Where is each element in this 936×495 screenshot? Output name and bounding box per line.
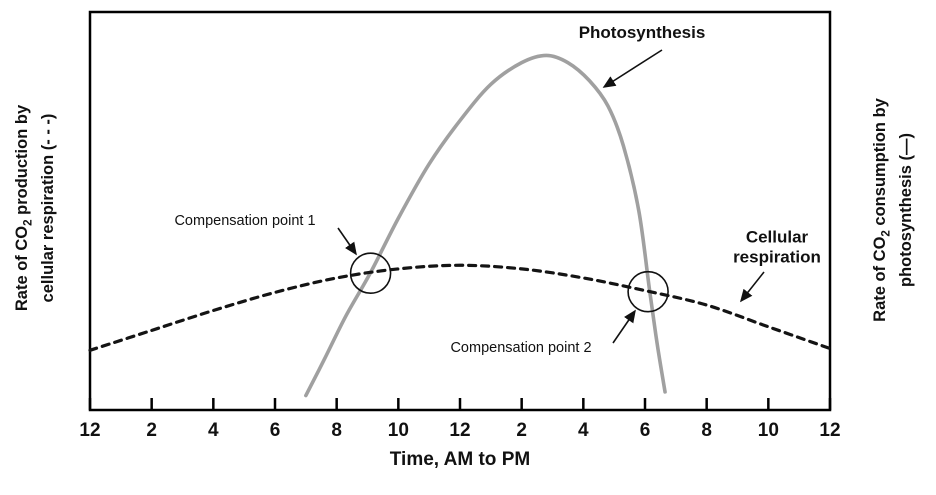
cellular-respiration-curve-label: Cellular respiration [733, 227, 821, 266]
y-axis-label-left-line1: Rate of CO2 production by [13, 104, 35, 312]
x-tick-label: 12 [449, 420, 471, 441]
x-tick-label: 6 [269, 420, 281, 441]
x-tick-label: 10 [757, 420, 779, 441]
x-tick-label: 6 [639, 420, 651, 441]
x-tick-label: 12 [79, 420, 101, 441]
photosynthesis-curve-label: Photosynthesis [578, 23, 706, 42]
compensation-point-1-label: Compensation point 1 [174, 213, 316, 229]
x-tick-label: 10 [387, 420, 409, 441]
x-tick-label: 8 [331, 420, 342, 441]
x-tick-label: 12 [819, 420, 841, 441]
x-tick-label: 2 [516, 420, 527, 441]
x-tick-label: 2 [146, 420, 157, 441]
y-axis-label-left: Rate of CO2 production by cellular respi… [11, 105, 61, 311]
compensation-point-2-label: Compensation point 2 [450, 340, 592, 356]
x-tick-label: 4 [208, 420, 219, 441]
y-axis-label-right-line1: Rate of CO2 consumption by [871, 98, 893, 322]
y-axis-label-right-line2: photosynthesis (—) [897, 133, 916, 288]
x-tick-label: 8 [701, 420, 712, 441]
y-axis-label-right: Rate of CO2 consumption by photosynthesi… [869, 98, 919, 322]
x-axis-title: Time, AM to PM [389, 449, 531, 470]
x-tick-label: 4 [578, 420, 589, 441]
y-axis-label-left-line2: cellular respiration (- - -) [39, 113, 58, 303]
